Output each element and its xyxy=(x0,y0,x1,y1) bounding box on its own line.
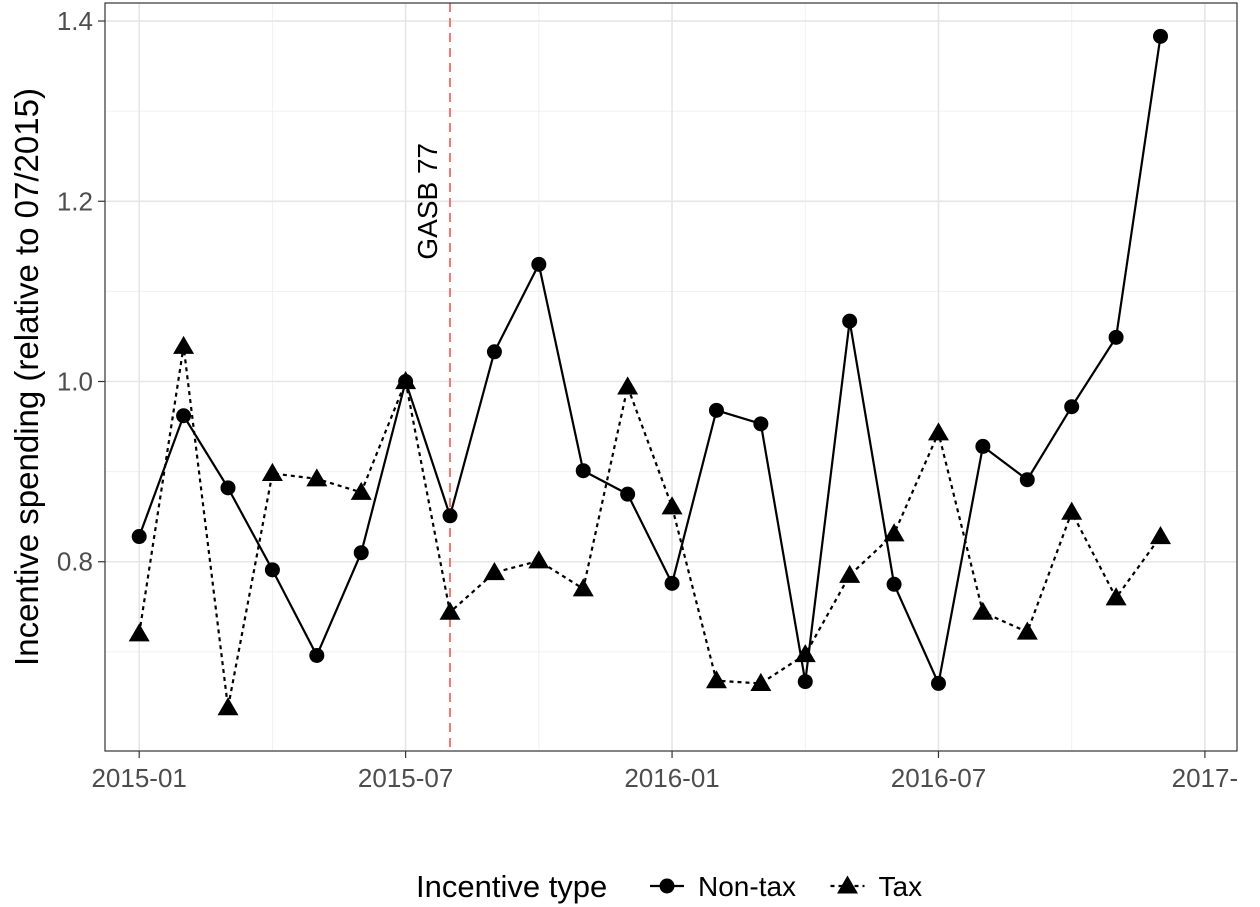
y-tick-label: 1.0 xyxy=(57,367,93,397)
data-point-non-tax xyxy=(842,313,858,329)
data-point-tax xyxy=(483,562,505,581)
data-point-tax xyxy=(572,578,594,597)
legend-key-marker xyxy=(837,875,858,894)
data-point-tax xyxy=(395,371,417,390)
panel-border xyxy=(104,2,1238,752)
data-point-tax xyxy=(439,601,461,620)
data-point-non-tax xyxy=(1153,28,1169,44)
data-point-tax xyxy=(261,462,283,481)
data-point-tax xyxy=(173,335,195,354)
data-point-tax xyxy=(705,670,727,689)
y-axis-title: Incentive spending (relative to 07/2015) xyxy=(8,88,45,666)
data-point-non-tax xyxy=(309,647,325,663)
data-point-non-tax xyxy=(1064,399,1080,415)
data-point-tax xyxy=(1016,621,1038,640)
data-point-tax xyxy=(217,697,239,716)
series-line-non-tax xyxy=(138,36,1162,685)
data-point-tax xyxy=(883,523,905,542)
data-point-tax xyxy=(1105,587,1127,606)
y-tick-label: 1.2 xyxy=(57,186,93,216)
legend: Incentive type Non-tax Tax xyxy=(416,869,922,904)
legend-key-marker xyxy=(659,878,675,894)
data-point-non-tax xyxy=(264,562,280,578)
data-point-non-tax xyxy=(486,344,502,360)
data-point-non-tax xyxy=(620,486,636,502)
legend-label: Non-tax xyxy=(698,871,796,902)
data-point-tax xyxy=(839,564,861,583)
x-tick-label: 2016-07 xyxy=(891,763,986,793)
x-tick-label: 2015-07 xyxy=(358,763,453,793)
data-point-non-tax xyxy=(131,529,147,545)
data-point-tax xyxy=(306,468,328,487)
data-point-non-tax xyxy=(176,408,192,424)
series-tax xyxy=(128,335,1172,716)
data-point-non-tax xyxy=(220,480,236,496)
data-point-tax xyxy=(1061,501,1083,520)
legend-title: Incentive type xyxy=(416,869,607,904)
data-point-tax xyxy=(750,672,772,691)
data-point-non-tax xyxy=(1108,329,1124,345)
x-tick-label: 2015-01 xyxy=(91,763,186,793)
data-point-non-tax xyxy=(886,576,902,592)
data-point-non-tax xyxy=(753,416,769,432)
data-point-non-tax xyxy=(708,402,724,418)
data-point-non-tax xyxy=(1019,472,1035,488)
legend-item-tax: Tax xyxy=(830,871,923,902)
series-layer xyxy=(128,28,1172,716)
axes: 0.8 1.0 1.2 1.4 2015-01 2015-07 2016-01 2016-07… xyxy=(57,6,1238,793)
data-point-non-tax xyxy=(353,545,369,561)
data-point-non-tax xyxy=(442,508,458,524)
data-point-non-tax xyxy=(575,463,591,479)
data-point-tax xyxy=(972,601,994,620)
data-point-tax xyxy=(128,623,150,642)
data-point-non-tax xyxy=(664,575,680,591)
x-tick-label: 2016-01 xyxy=(624,763,719,793)
data-point-tax xyxy=(350,481,372,500)
x-tick-label: 2017- xyxy=(1172,763,1239,793)
legend-label: Tax xyxy=(879,871,923,902)
data-point-tax xyxy=(927,422,949,441)
legend-item-non-tax: Non-tax xyxy=(650,871,796,902)
y-tick-label: 1.4 xyxy=(57,6,93,36)
data-point-tax xyxy=(1150,526,1172,545)
data-point-non-tax xyxy=(930,675,946,691)
data-point-non-tax xyxy=(975,438,991,454)
data-point-non-tax xyxy=(797,674,813,690)
data-point-non-tax xyxy=(531,256,547,272)
minor-grid xyxy=(105,3,1237,751)
data-point-tax xyxy=(528,550,550,569)
data-point-tax xyxy=(794,644,816,663)
series-non-tax xyxy=(131,28,1169,691)
y-tick-label: 0.8 xyxy=(57,547,93,577)
data-point-tax xyxy=(617,376,639,395)
annotation: GASB 77 xyxy=(412,3,452,751)
annotation-label: GASB 77 xyxy=(412,143,443,260)
data-point-tax xyxy=(661,496,683,515)
